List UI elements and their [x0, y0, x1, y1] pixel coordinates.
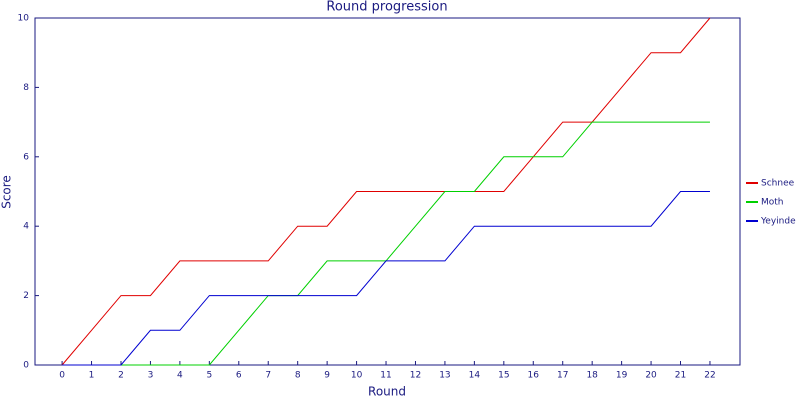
y-tick-label: 4 — [23, 222, 29, 232]
x-tick-label: 19 — [616, 371, 628, 381]
x-tick-label: 2 — [118, 371, 124, 381]
legend-label: Schnee — [761, 179, 795, 189]
x-tick-label: 20 — [645, 371, 657, 381]
x-tick-label: 14 — [469, 371, 481, 381]
chart-title: Round progression — [326, 0, 447, 15]
x-tick-label: 3 — [148, 371, 154, 381]
x-tick-label: 5 — [206, 371, 212, 381]
x-tick-label: 22 — [704, 371, 715, 381]
x-tick-label: 18 — [586, 371, 598, 381]
x-tick-label: 15 — [498, 371, 509, 381]
x-tick-label: 4 — [177, 371, 183, 381]
x-tick-label: 9 — [324, 371, 330, 381]
y-tick-label: 10 — [18, 14, 30, 24]
line-series — [62, 191, 710, 366]
x-tick-label: 12 — [410, 371, 421, 381]
x-tick-label: 11 — [380, 371, 391, 381]
legend-label: Yeyinde — [760, 217, 796, 227]
y-tick-label: 2 — [23, 291, 29, 301]
x-tick-label: 7 — [265, 371, 271, 381]
x-tick-label: 16 — [528, 371, 540, 381]
y-axis-label: Score — [0, 175, 14, 209]
line-series — [61, 17, 711, 366]
x-tick-label: 13 — [439, 371, 450, 381]
line-series — [62, 121, 710, 366]
x-tick-label: 17 — [557, 371, 568, 381]
y-tick-label: 0 — [23, 361, 29, 371]
x-tick-label: 8 — [295, 371, 301, 381]
x-tick-label: 0 — [59, 371, 65, 381]
x-tick-label: 1 — [89, 371, 95, 381]
x-tick-label: 6 — [236, 371, 242, 381]
x-axis-label: Round — [368, 385, 406, 399]
x-tick-label: 21 — [675, 371, 686, 381]
y-tick-label: 6 — [23, 152, 29, 162]
y-tick-label: 8 — [23, 83, 29, 93]
legend-label: Moth — [761, 198, 784, 208]
plot-frame — [34, 17, 741, 366]
x-tick-label: 10 — [351, 371, 363, 381]
